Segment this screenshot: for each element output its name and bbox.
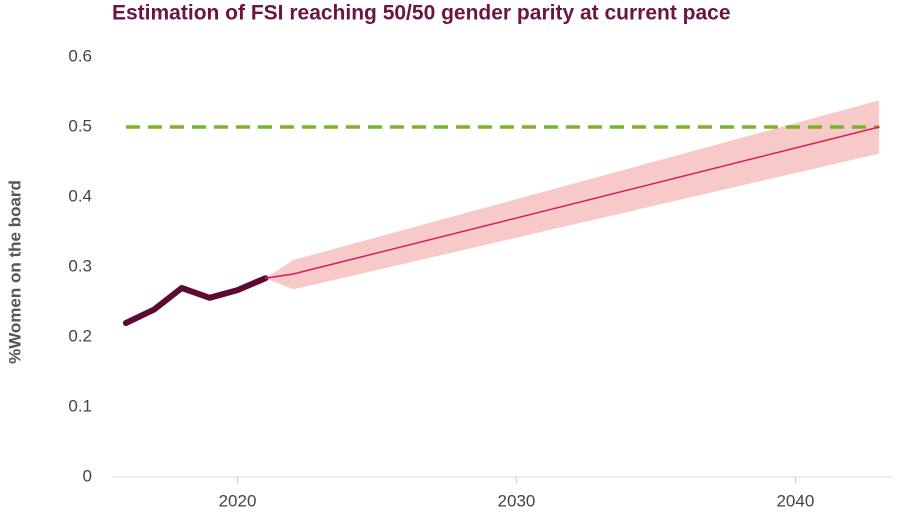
y-tick-label: 0.5 [68, 116, 92, 135]
y-tick-label: 0.3 [68, 256, 92, 275]
y-tick-label: 0.2 [68, 326, 92, 345]
data-line [122, 275, 269, 326]
x-tick-label: 2020 [219, 491, 257, 510]
x-tick-label: 2040 [776, 491, 814, 510]
y-tick-label: 0.6 [68, 46, 92, 65]
y-tick-label: 0.4 [68, 186, 92, 205]
y-tick-label: 0 [83, 466, 92, 485]
y-axis-label: %Women on the board [5, 180, 24, 364]
chart-title: Estimation of FSI reaching 50/50 gender … [112, 2, 731, 25]
y-tick-label: 0.1 [68, 396, 92, 415]
x-tick-label: 2030 [498, 491, 536, 510]
data-line [264, 126, 880, 279]
